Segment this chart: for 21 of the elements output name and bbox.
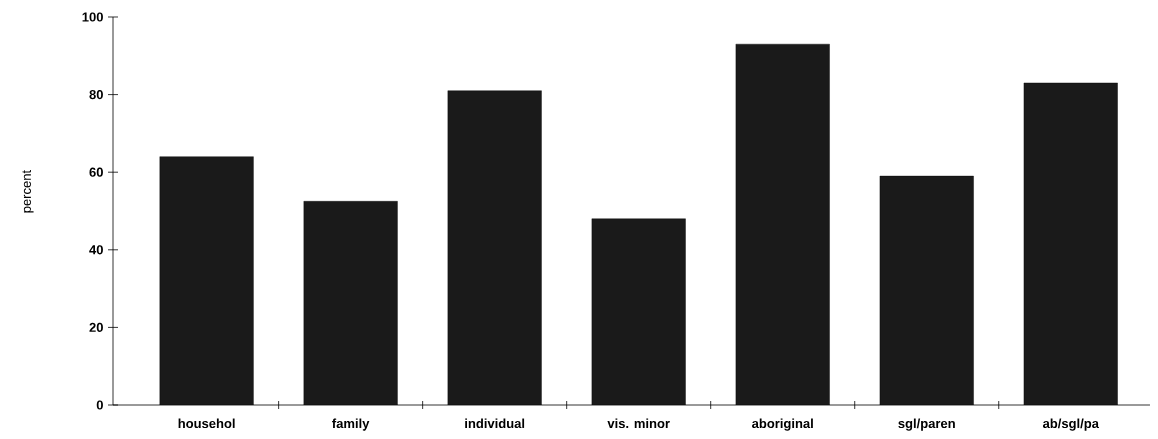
x-tick-label: family: [332, 418, 370, 431]
x-tick-label: househol: [178, 418, 235, 429]
y-tick-label: 0: [96, 400, 103, 410]
y-tick-label: 60: [89, 167, 103, 177]
bar: [591, 218, 686, 405]
bar: [879, 175, 974, 405]
y-tick-label: 20: [89, 322, 103, 332]
x-tick-label: aboriginal: [752, 418, 813, 431]
bar: [735, 43, 830, 405]
y-tick-label: 100: [82, 12, 103, 22]
x-tick-label: sgl/paren: [898, 418, 955, 431]
x-tick-label: individual: [465, 418, 525, 429]
y-axis-title: percent: [22, 170, 34, 213]
x-tick-label: ab/sgl/pa: [1042, 418, 1100, 431]
bar: [159, 156, 254, 405]
y-tick-label: 80: [89, 89, 103, 100]
y-tick-label: 40: [89, 245, 103, 255]
x-tick-label: vis. minor: [607, 418, 670, 429]
bar: [1023, 82, 1118, 405]
bar: [447, 90, 542, 405]
bar: [303, 201, 398, 405]
